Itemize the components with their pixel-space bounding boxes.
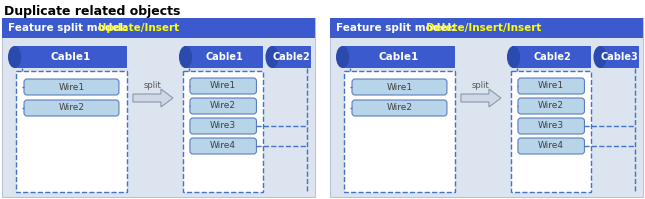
Bar [511, 71, 591, 192]
Text: Wire4: Wire4 [538, 141, 564, 150]
Text: split: split [472, 82, 490, 91]
Text: Cable2: Cable2 [272, 52, 310, 62]
FancyBboxPatch shape [352, 79, 447, 95]
Polygon shape [133, 89, 173, 107]
Text: Wire4: Wire4 [210, 141, 236, 150]
Text: Delete/Insert/Insert: Delete/Insert/Insert [426, 23, 542, 33]
FancyBboxPatch shape [190, 98, 257, 114]
Bar [341, 46, 455, 68]
Text: Wire3: Wire3 [210, 122, 236, 131]
Text: Wire1: Wire1 [538, 82, 564, 91]
Ellipse shape [266, 46, 279, 68]
FancyBboxPatch shape [352, 100, 447, 116]
Text: Wire2: Wire2 [210, 101, 236, 110]
Bar [330, 18, 643, 197]
Text: Feature split model:: Feature split model: [336, 23, 459, 33]
Polygon shape [461, 89, 501, 107]
Bar [330, 18, 643, 38]
Bar [512, 46, 591, 68]
FancyBboxPatch shape [190, 118, 257, 134]
Text: Wire2: Wire2 [386, 103, 412, 112]
Text: Wire2: Wire2 [59, 103, 84, 112]
Ellipse shape [179, 46, 192, 68]
Text: Update/Insert: Update/Insert [98, 23, 179, 33]
FancyBboxPatch shape [518, 98, 584, 114]
Bar [2, 18, 315, 38]
FancyBboxPatch shape [518, 138, 584, 154]
Text: Cable3: Cable3 [600, 52, 638, 62]
Ellipse shape [336, 46, 349, 68]
Text: Cable1: Cable1 [50, 52, 90, 62]
Bar [599, 46, 639, 68]
Bar [184, 46, 263, 68]
Ellipse shape [507, 46, 520, 68]
Bar [2, 18, 315, 197]
FancyBboxPatch shape [190, 138, 257, 154]
Text: Wire2: Wire2 [538, 101, 564, 110]
Text: Feature split model:: Feature split model: [8, 23, 131, 33]
FancyBboxPatch shape [518, 118, 584, 134]
Bar [183, 71, 263, 192]
Text: Wire1: Wire1 [210, 82, 236, 91]
Text: split: split [144, 82, 162, 91]
FancyBboxPatch shape [24, 100, 119, 116]
Text: Wire1: Wire1 [59, 83, 84, 92]
Bar [271, 46, 311, 68]
FancyBboxPatch shape [24, 79, 119, 95]
Ellipse shape [593, 46, 607, 68]
FancyBboxPatch shape [190, 78, 257, 94]
Text: Duplicate related objects: Duplicate related objects [4, 6, 181, 19]
Text: Wire3: Wire3 [538, 122, 564, 131]
Ellipse shape [8, 46, 21, 68]
Bar [344, 71, 455, 192]
Text: Cable2: Cable2 [533, 52, 571, 62]
FancyBboxPatch shape [518, 78, 584, 94]
Bar [16, 71, 127, 192]
Text: Cable1: Cable1 [205, 52, 243, 62]
Text: Cable1: Cable1 [378, 52, 419, 62]
Text: Wire1: Wire1 [386, 83, 413, 92]
Bar [14, 46, 127, 68]
